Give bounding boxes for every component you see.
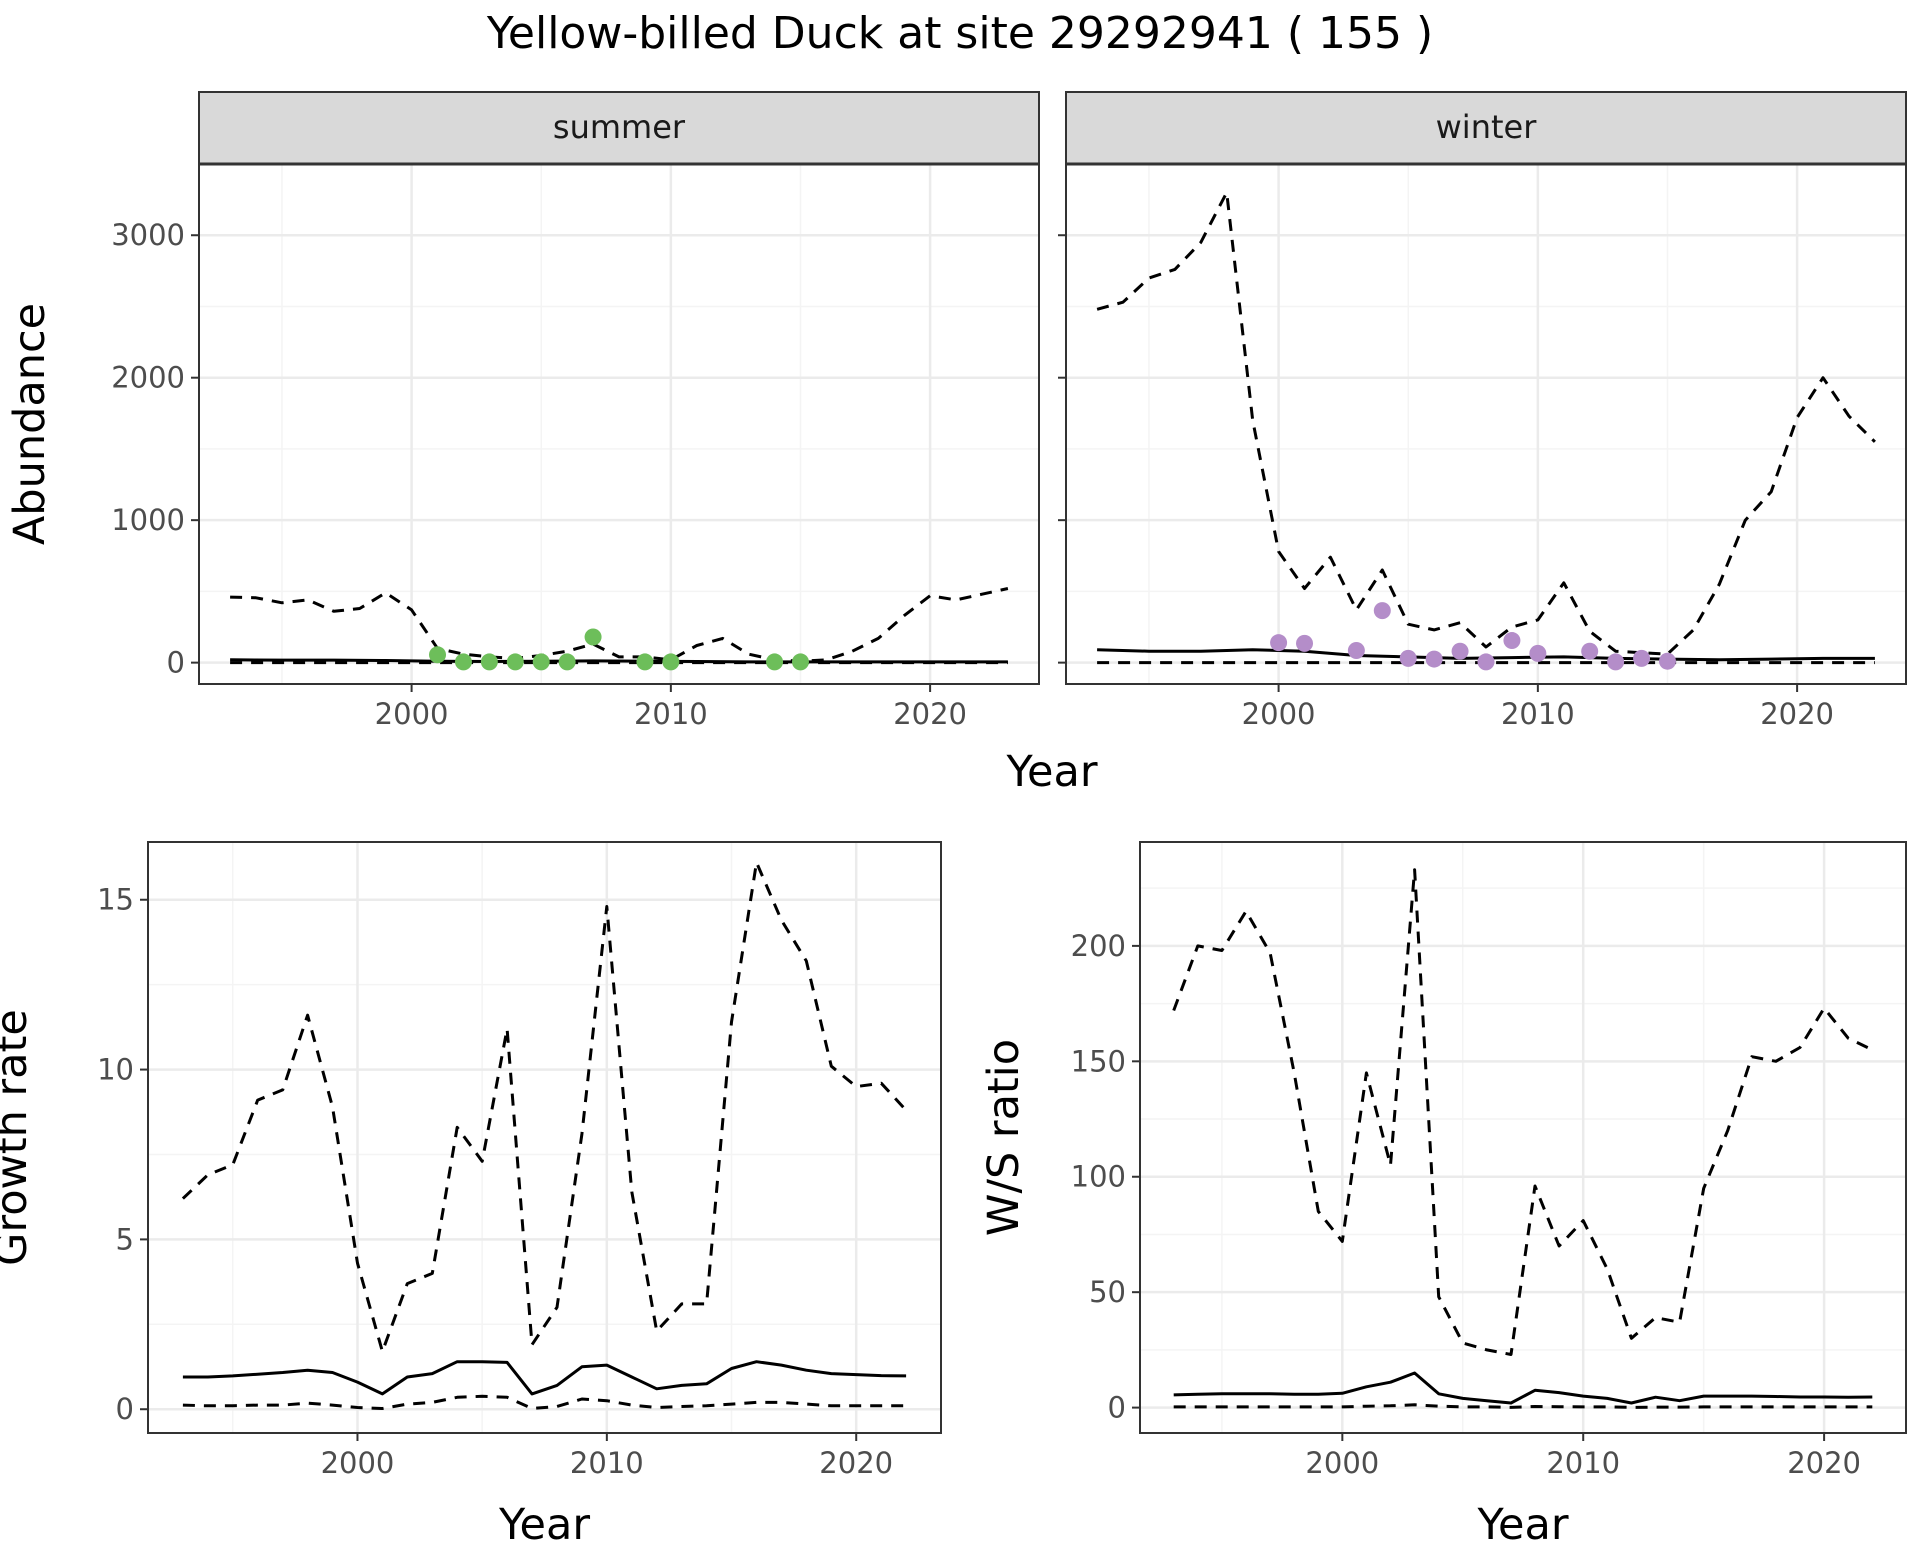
data-point-winter xyxy=(1529,644,1547,662)
data-point-summer xyxy=(662,653,680,671)
abundance-x-axis-title: Year xyxy=(1005,747,1097,797)
data-point-winter xyxy=(1477,653,1495,671)
y-tick-label: 15 xyxy=(97,883,134,917)
data-point-summer xyxy=(532,653,550,671)
data-point-winter xyxy=(1373,602,1391,620)
data-point-winter xyxy=(1633,649,1651,667)
x-tick-label: 2000 xyxy=(1242,697,1316,731)
x-tick-label: 2010 xyxy=(570,1446,644,1480)
x-tick-label: 2020 xyxy=(819,1446,893,1480)
y-axis-title: Abundance xyxy=(5,303,55,545)
data-point-winter xyxy=(1270,634,1288,652)
facet-strip-label: summer xyxy=(553,108,686,146)
y-tick-label: 10 xyxy=(97,1053,134,1087)
y-tick-label: 200 xyxy=(1071,929,1126,963)
x-tick-label: 2020 xyxy=(893,697,967,731)
x-tick-label: 2000 xyxy=(375,697,449,731)
facet-strip xyxy=(198,91,1040,165)
panel-growth-rate: 2000 2010 2020 0 5 10 15 Year Growth rate xyxy=(0,841,942,1550)
y-tick-label: 2000 xyxy=(111,361,185,395)
data-point-summer xyxy=(429,646,447,664)
data-point-winter xyxy=(1607,653,1625,671)
data-point-winter xyxy=(1296,634,1314,652)
x-tick-label: 2020 xyxy=(1787,1446,1861,1480)
y-tick-label: 1000 xyxy=(111,503,185,537)
x-tick-label: 2020 xyxy=(1760,697,1834,731)
y-tick-label: 0 xyxy=(116,1392,134,1426)
x-tick-label: 2000 xyxy=(1305,1446,1379,1480)
data-point-summer xyxy=(766,653,784,671)
series-lower-line xyxy=(1173,1403,1873,1409)
data-point-winter xyxy=(1451,642,1469,660)
data-point-winter xyxy=(1658,652,1676,670)
data-point-summer xyxy=(636,653,654,671)
series-upper-line xyxy=(1172,868,1873,1356)
panel-ws-ratio: 2000 2010 2020 0 50 100 150 200 Year W/S ratio xyxy=(979,841,1907,1550)
panel-border xyxy=(1139,841,1907,1434)
data-point-summer xyxy=(558,653,576,671)
panel-background xyxy=(1066,164,1906,684)
y-tick-label: 100 xyxy=(1071,1160,1126,1194)
data-point-summer xyxy=(584,628,602,646)
series-upper-line xyxy=(181,860,908,1353)
data-point-summer xyxy=(454,653,472,671)
y-axis-title: W/S ratio xyxy=(979,1039,1029,1236)
x-axis-title: Year xyxy=(498,1500,590,1550)
data-point-winter xyxy=(1503,632,1521,650)
data-point-winter xyxy=(1581,642,1599,660)
panel-summer: summer 2000 2010 2020 0 1000 2000 3000 Abundance xyxy=(5,91,1040,731)
y-tick-label: 0 xyxy=(1108,1391,1126,1425)
facet-strip xyxy=(1065,91,1907,165)
data-point-winter xyxy=(1347,642,1365,660)
x-tick-label: 2000 xyxy=(321,1446,395,1480)
y-tick-label: 5 xyxy=(116,1222,134,1256)
series-upper-line xyxy=(230,587,1009,663)
data-point-summer xyxy=(791,653,809,671)
series-mean-line xyxy=(230,658,1008,664)
panel-background xyxy=(199,164,1039,684)
panel-winter: winter 2000 2010 2020 xyxy=(1058,91,1907,731)
facet-strip-label: winter xyxy=(1436,108,1538,146)
panel-background xyxy=(1140,842,1906,1433)
panel-background xyxy=(148,842,941,1433)
x-tick-label: 2010 xyxy=(1546,1446,1620,1480)
figure-title: Yellow-billed Duck at site 29292941 ( 15… xyxy=(486,8,1433,59)
data-point-winter xyxy=(1425,650,1443,668)
y-axis-title: Growth rate xyxy=(0,1009,37,1266)
x-tick-label: 2010 xyxy=(634,697,708,731)
data-point-winter xyxy=(1399,649,1417,667)
series-mean-line xyxy=(182,1360,907,1396)
data-point-summer xyxy=(480,653,498,671)
y-tick-label: 50 xyxy=(1089,1275,1126,1309)
series-lower-line xyxy=(182,1394,907,1410)
y-tick-label: 3000 xyxy=(111,218,185,252)
series-mean-line xyxy=(1173,1371,1873,1405)
y-tick-label: 150 xyxy=(1071,1044,1126,1078)
panel-border xyxy=(147,841,942,1434)
data-point-summer xyxy=(506,653,524,671)
series-upper-line xyxy=(1096,191,1876,656)
x-tick-label: 2010 xyxy=(1501,697,1575,731)
x-axis-title: Year xyxy=(1476,1500,1568,1550)
y-tick-label: 0 xyxy=(167,646,185,680)
